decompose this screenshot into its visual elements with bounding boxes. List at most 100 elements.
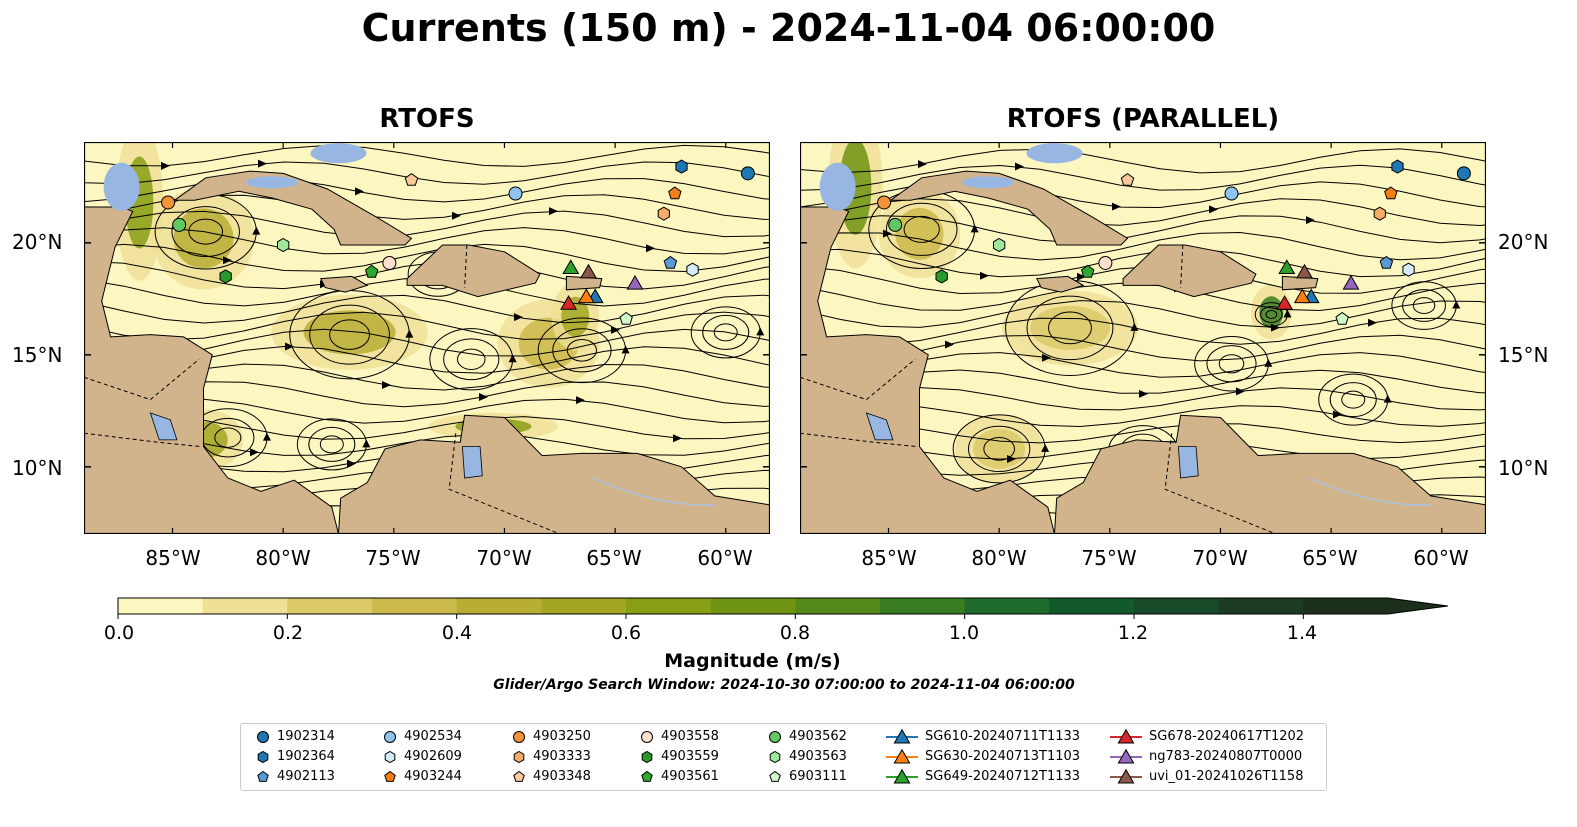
legend-item: 4902609 [382, 746, 462, 766]
streamline [1048, 311, 1092, 345]
observation-marker [1296, 263, 1313, 279]
observation-marker [560, 295, 578, 310]
streamline-arrow [514, 313, 523, 322]
streamline-arrow [1015, 162, 1024, 171]
map-rtofs[interactable] [84, 142, 770, 534]
land-puerto-rico [565, 275, 603, 291]
streamline [1329, 382, 1377, 418]
colorbar-tick-label: 0.2 [272, 622, 304, 644]
colorbar-bin [795, 598, 881, 614]
observation-marker [1120, 172, 1135, 186]
streamline-arrow [1112, 202, 1121, 211]
legend-item: 4903558 [639, 726, 719, 746]
colorbar-bin [880, 598, 966, 614]
colorbar-bin [1218, 598, 1304, 614]
observation-marker [404, 172, 419, 186]
streamline [84, 227, 770, 255]
streamline [308, 426, 356, 462]
streamline [800, 148, 1486, 174]
legend-item: SG610-20240711T1133 [885, 726, 1080, 746]
legend-item-label: SG610-20240711T1133 [925, 728, 1081, 744]
streamline-arrow [258, 159, 267, 168]
legend-marker-icon [513, 770, 525, 782]
shallow-bank [310, 143, 367, 164]
colorbar-bin [202, 598, 288, 614]
legend-item-label: 1902364 [277, 748, 335, 764]
legend-marker-icon [257, 731, 269, 743]
land-hispaniola [406, 244, 541, 298]
streamline-arrow [382, 381, 391, 389]
observation-marker [877, 195, 892, 210]
legend-marker-icon [513, 731, 525, 743]
colorbar-bin [1134, 598, 1220, 614]
streamline [967, 425, 1031, 473]
streamline-arrow [452, 211, 461, 220]
legend-item: SG678-20240617T1202 [1109, 726, 1304, 746]
land-jamaica [1036, 275, 1085, 293]
map-frame [800, 142, 1486, 534]
current-speed-band [1259, 296, 1284, 329]
observation-marker [1224, 186, 1239, 201]
legend-marker-icon [1110, 768, 1142, 784]
country-border [464, 245, 468, 288]
shallow-bank [246, 176, 299, 189]
streamline-arrow [1271, 323, 1280, 332]
streamline [885, 202, 958, 256]
colorbar-tick-label: 1.2 [1117, 622, 1149, 644]
current-speed-band [895, 207, 944, 260]
streamline-arrow [673, 434, 682, 443]
streamline-arrow [508, 354, 517, 363]
streamline-arrow [479, 393, 488, 401]
colorbar-tick-label: 0.6 [610, 622, 642, 644]
colorbar-bin [1049, 598, 1135, 614]
streamline [983, 437, 1015, 461]
streamline [1218, 354, 1245, 374]
streamline [1260, 306, 1283, 323]
legend-marker-icon [769, 750, 781, 764]
lat-tick-label: 15°N [1498, 343, 1549, 367]
observation-marker [1293, 288, 1311, 304]
colorbar [117, 597, 1449, 619]
legend-item-label: 4903348 [533, 768, 591, 784]
streamline [800, 215, 1486, 244]
observation-marker [219, 269, 232, 284]
lon-tick-label: 70°W [476, 546, 532, 570]
colorbar-bin [710, 598, 796, 614]
legend-item-label: 6903111 [789, 768, 847, 784]
streamline [84, 210, 770, 238]
streamline-arrow [1041, 443, 1050, 452]
legend-item-label: 4903562 [789, 728, 847, 744]
legend: 1902314 1902364 4902113 4902534 4902609 49032… [240, 723, 1327, 791]
streamline [800, 300, 1486, 329]
colorbar-tick-label: 0.4 [441, 622, 473, 644]
observation-marker [1384, 186, 1398, 200]
land-jamaica [320, 275, 369, 293]
shallow-bank [819, 162, 856, 211]
streamline-arrow [1236, 387, 1245, 396]
legend-item: 4903244 [382, 766, 462, 786]
streamline-arrow [405, 329, 414, 338]
legend-item-label: 4902113 [277, 768, 335, 784]
streamline-arrow [1283, 309, 1292, 318]
lat-tick-label: 15°N [12, 343, 63, 367]
shallow-bank [962, 176, 1015, 189]
legend-item-label: 4903333 [533, 748, 591, 764]
land-south-america [1053, 414, 1486, 534]
lon-tick-label: 65°W [1302, 546, 1358, 570]
streamline [309, 304, 390, 365]
country-border [1180, 245, 1184, 288]
streamline-arrow [355, 187, 364, 196]
legend-marker-icon [513, 750, 525, 764]
map-rtofs-parallel[interactable] [800, 142, 1486, 534]
legend-item-label: 4902534 [404, 728, 462, 744]
lon-tick-label: 65°W [586, 546, 642, 570]
colorbar-bin [964, 598, 1050, 614]
streamline-arrow [1139, 389, 1148, 398]
observation-marker [364, 264, 379, 278]
streamline-arrow [1333, 410, 1342, 419]
streamline-arrow [1209, 205, 1218, 214]
streamline-arrow [611, 325, 620, 334]
streamline-arrow [223, 256, 232, 265]
lake-nicaragua [149, 412, 178, 441]
streamline [1341, 390, 1366, 409]
